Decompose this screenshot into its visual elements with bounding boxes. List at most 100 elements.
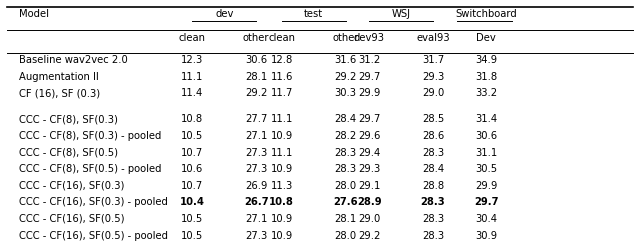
Text: 29.4: 29.4 xyxy=(358,147,380,158)
Text: 27.3: 27.3 xyxy=(245,231,268,241)
Text: CCC - CF(16), SF(0.5) - pooled: CCC - CF(16), SF(0.5) - pooled xyxy=(19,231,168,241)
Text: clean: clean xyxy=(179,33,206,43)
Text: clean: clean xyxy=(268,33,295,43)
Text: 10.7: 10.7 xyxy=(181,147,204,158)
Text: 29.3: 29.3 xyxy=(358,164,380,174)
Text: 27.6: 27.6 xyxy=(333,197,358,207)
Text: 33.2: 33.2 xyxy=(475,88,497,99)
Text: other: other xyxy=(243,33,269,43)
Text: CCC - CF(8), SF(0.5) - pooled: CCC - CF(8), SF(0.5) - pooled xyxy=(19,164,161,174)
Text: 27.7: 27.7 xyxy=(245,114,268,124)
Text: 11.1: 11.1 xyxy=(271,114,293,124)
Text: dev: dev xyxy=(215,9,234,19)
Text: 29.9: 29.9 xyxy=(358,88,380,99)
Text: 30.6: 30.6 xyxy=(475,131,497,141)
Text: CCC - CF(8), SF(0.3): CCC - CF(8), SF(0.3) xyxy=(19,114,118,124)
Text: 10.8: 10.8 xyxy=(181,114,204,124)
Text: 12.3: 12.3 xyxy=(181,55,204,65)
Text: 10.9: 10.9 xyxy=(271,231,293,241)
Text: 31.4: 31.4 xyxy=(475,114,497,124)
Text: 31.8: 31.8 xyxy=(475,72,497,82)
Text: 28.0: 28.0 xyxy=(335,181,356,191)
Text: 29.3: 29.3 xyxy=(422,72,444,82)
Text: 31.2: 31.2 xyxy=(358,55,380,65)
Text: other: other xyxy=(332,33,359,43)
Text: 28.4: 28.4 xyxy=(335,114,356,124)
Text: 26.9: 26.9 xyxy=(245,181,268,191)
Text: 28.2: 28.2 xyxy=(335,131,356,141)
Text: Switchboard: Switchboard xyxy=(455,9,517,19)
Text: 10.9: 10.9 xyxy=(271,164,293,174)
Text: 28.4: 28.4 xyxy=(422,164,444,174)
Text: 10.4: 10.4 xyxy=(180,197,205,207)
Text: Dev: Dev xyxy=(476,33,496,43)
Text: 28.3: 28.3 xyxy=(420,197,445,207)
Text: 11.4: 11.4 xyxy=(181,88,204,99)
Text: 26.7: 26.7 xyxy=(244,197,268,207)
Text: Augmentation II: Augmentation II xyxy=(19,72,99,82)
Text: 10.5: 10.5 xyxy=(181,231,204,241)
Text: 29.7: 29.7 xyxy=(474,197,499,207)
Text: 29.1: 29.1 xyxy=(358,181,380,191)
Text: 29.7: 29.7 xyxy=(358,114,380,124)
Text: 10.7: 10.7 xyxy=(181,181,204,191)
Text: 10.9: 10.9 xyxy=(271,131,293,141)
Text: 29.9: 29.9 xyxy=(475,181,497,191)
Text: 28.1: 28.1 xyxy=(245,72,268,82)
Text: eval93: eval93 xyxy=(416,33,450,43)
Text: 28.0: 28.0 xyxy=(335,231,356,241)
Text: 31.6: 31.6 xyxy=(335,55,356,65)
Text: 10.9: 10.9 xyxy=(271,214,293,224)
Text: 10.8: 10.8 xyxy=(269,197,294,207)
Text: 11.7: 11.7 xyxy=(271,88,293,99)
Text: 31.1: 31.1 xyxy=(475,147,497,158)
Text: 30.3: 30.3 xyxy=(335,88,356,99)
Text: 31.7: 31.7 xyxy=(422,55,444,65)
Text: 28.5: 28.5 xyxy=(422,114,444,124)
Text: CCC - CF(8), SF(0.3) - pooled: CCC - CF(8), SF(0.3) - pooled xyxy=(19,131,161,141)
Text: 29.6: 29.6 xyxy=(358,131,380,141)
Text: 27.1: 27.1 xyxy=(245,214,268,224)
Text: 30.5: 30.5 xyxy=(475,164,497,174)
Text: CCC - CF(8), SF(0.5): CCC - CF(8), SF(0.5) xyxy=(19,147,118,158)
Text: 11.1: 11.1 xyxy=(271,147,293,158)
Text: 28.3: 28.3 xyxy=(422,147,444,158)
Text: 30.4: 30.4 xyxy=(475,214,497,224)
Text: 29.2: 29.2 xyxy=(334,72,356,82)
Text: CF (16), SF (0.3): CF (16), SF (0.3) xyxy=(19,88,100,99)
Text: 28.3: 28.3 xyxy=(422,214,444,224)
Text: 27.3: 27.3 xyxy=(245,164,268,174)
Text: 29.7: 29.7 xyxy=(358,72,380,82)
Text: 11.6: 11.6 xyxy=(271,72,293,82)
Text: 28.3: 28.3 xyxy=(335,147,356,158)
Text: WSJ: WSJ xyxy=(392,9,411,19)
Text: Baseline wav2vec 2.0: Baseline wav2vec 2.0 xyxy=(19,55,127,65)
Text: CCC - CF(16), SF(0.5): CCC - CF(16), SF(0.5) xyxy=(19,214,124,224)
Text: 10.6: 10.6 xyxy=(181,164,204,174)
Text: 28.6: 28.6 xyxy=(422,131,444,141)
Text: Model: Model xyxy=(19,9,49,19)
Text: 28.8: 28.8 xyxy=(422,181,444,191)
Text: dev93: dev93 xyxy=(354,33,385,43)
Text: CCC - CF(16), SF(0.3) - pooled: CCC - CF(16), SF(0.3) - pooled xyxy=(19,197,168,207)
Text: CCC - CF(16), SF(0.3): CCC - CF(16), SF(0.3) xyxy=(19,181,124,191)
Text: 29.0: 29.0 xyxy=(358,214,380,224)
Text: test: test xyxy=(304,9,323,19)
Text: 28.9: 28.9 xyxy=(357,197,381,207)
Text: 29.2: 29.2 xyxy=(245,88,268,99)
Text: 11.3: 11.3 xyxy=(271,181,293,191)
Text: 10.5: 10.5 xyxy=(181,131,204,141)
Text: 10.5: 10.5 xyxy=(181,214,204,224)
Text: 27.1: 27.1 xyxy=(245,131,268,141)
Text: 30.6: 30.6 xyxy=(245,55,268,65)
Text: 28.3: 28.3 xyxy=(335,164,356,174)
Text: 12.8: 12.8 xyxy=(271,55,293,65)
Text: 30.9: 30.9 xyxy=(475,231,497,241)
Text: 11.1: 11.1 xyxy=(181,72,204,82)
Text: 29.0: 29.0 xyxy=(422,88,444,99)
Text: 34.9: 34.9 xyxy=(475,55,497,65)
Text: 28.1: 28.1 xyxy=(335,214,356,224)
Text: 28.3: 28.3 xyxy=(422,231,444,241)
Text: 27.3: 27.3 xyxy=(245,147,268,158)
Text: 29.2: 29.2 xyxy=(358,231,380,241)
